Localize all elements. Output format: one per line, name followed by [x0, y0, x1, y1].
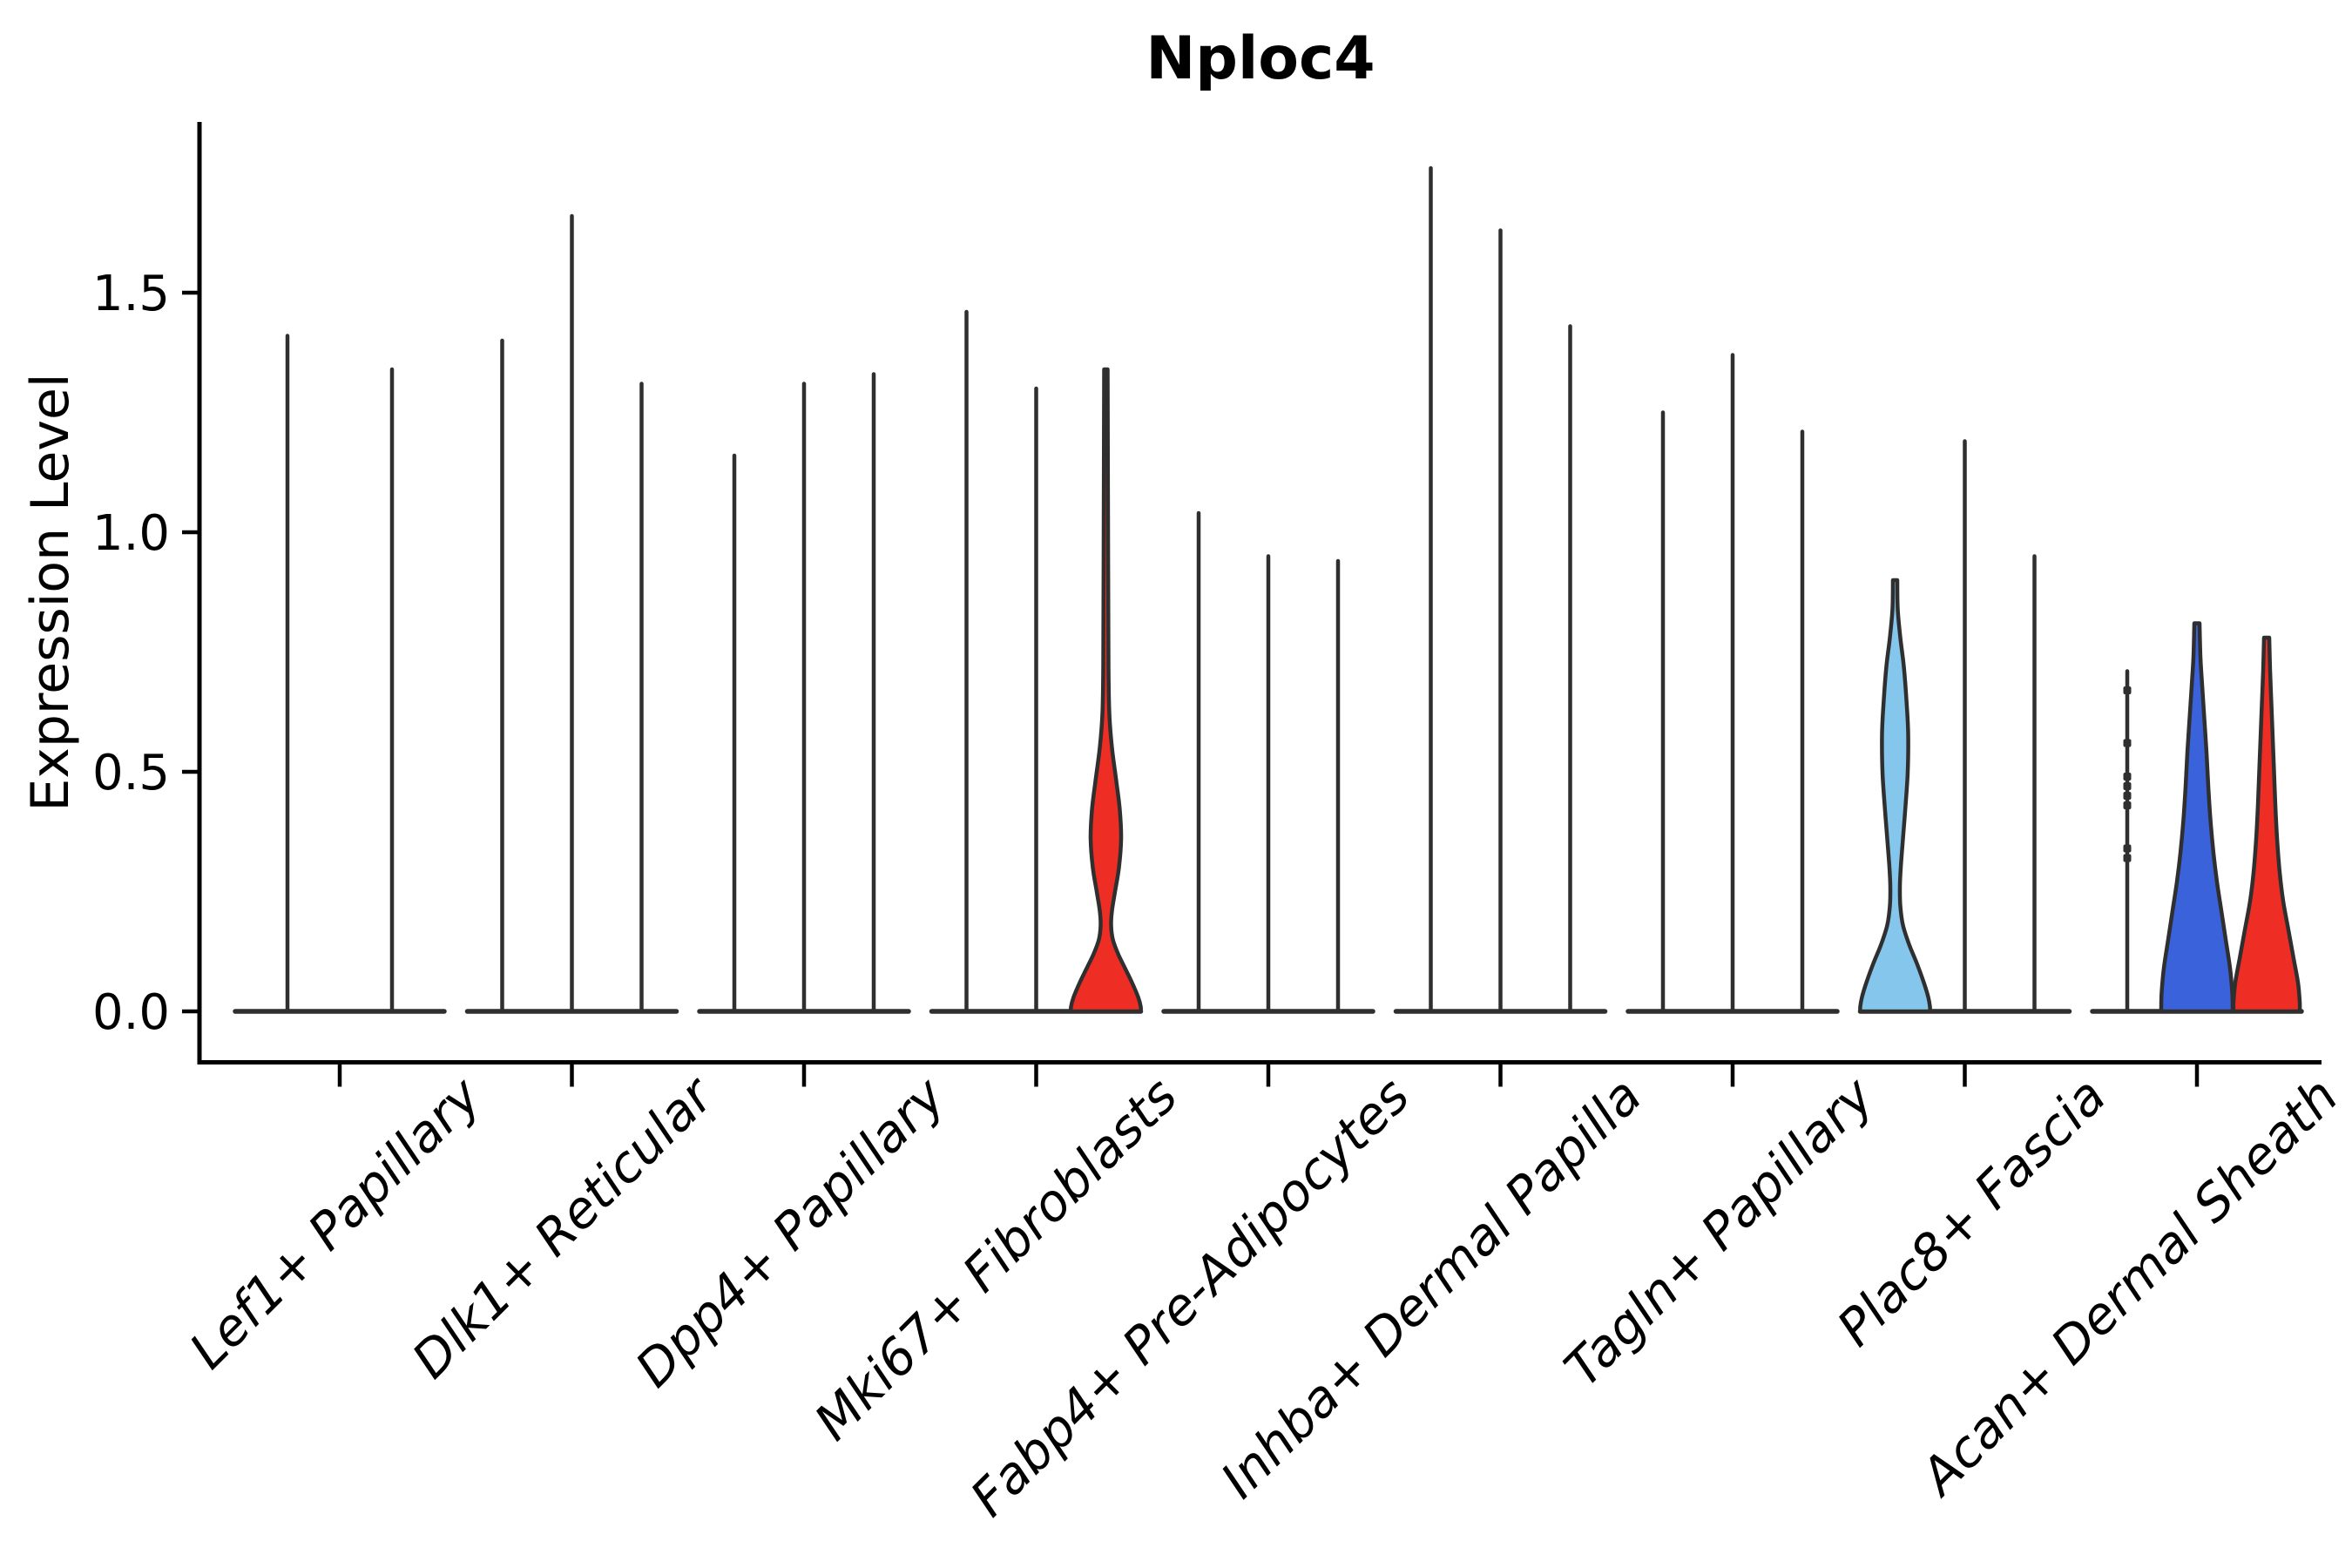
violin-shaped	[1858, 578, 1932, 1014]
y-tick-label: 0.0	[92, 984, 170, 1041]
y-tick-label: 1.0	[92, 505, 170, 562]
y-axis-label: Expression Level	[20, 373, 81, 812]
violin-data-point	[2123, 773, 2132, 781]
violin-shaped	[2159, 621, 2235, 1014]
x-tick-label: Fabp4+ Pre-Adipocytes	[959, 1066, 1421, 1528]
violin-data-point	[2123, 801, 2132, 809]
y-tick-label: 1.5	[92, 266, 170, 322]
y-tick-label: 0.5	[92, 745, 170, 801]
violin-data-point	[2123, 739, 2132, 747]
violin-data-point	[2123, 782, 2132, 790]
violin-shaped	[1069, 367, 1143, 1014]
x-tick-label: Inhba+ Dermal Papilla	[1209, 1066, 1652, 1510]
violin-data-point	[2123, 686, 2132, 694]
violin-data-point	[2123, 844, 2132, 853]
violin-data-point	[2123, 792, 2132, 800]
violin-data-point	[2123, 854, 2132, 862]
plot-title: Nploc4	[1146, 24, 1375, 93]
violin-shaped	[2231, 635, 2302, 1014]
x-tick-label: Acan+ Dermal Sheath	[1907, 1066, 2349, 1509]
